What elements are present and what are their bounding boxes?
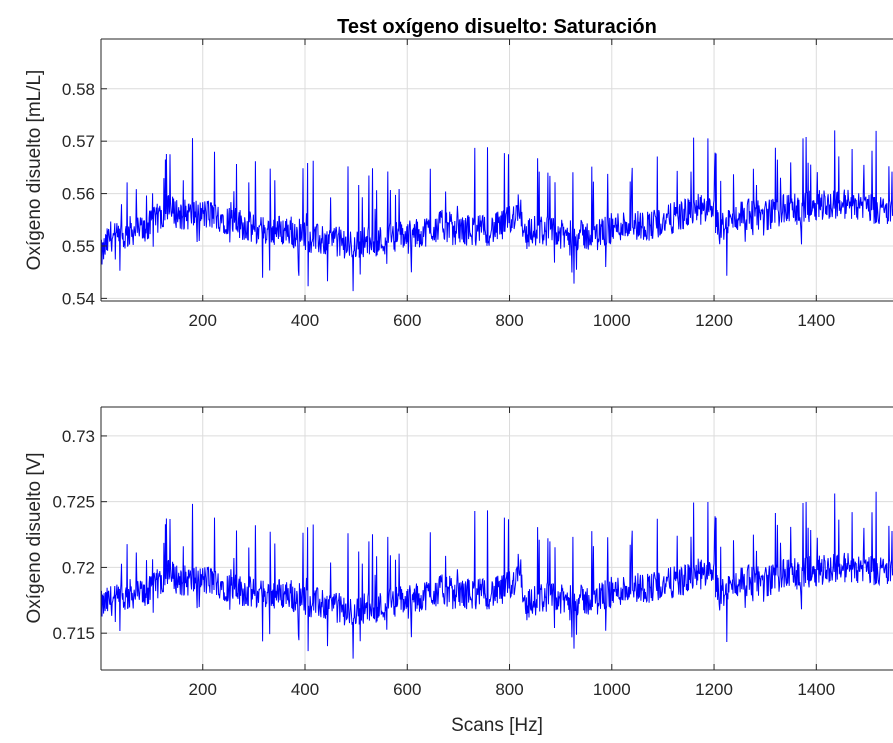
series-line xyxy=(101,130,893,292)
x-tick-label: 200 xyxy=(189,311,217,330)
x-tick-label: 400 xyxy=(291,680,319,699)
y-tick-label: 0.56 xyxy=(62,185,95,204)
x-tick-label: 600 xyxy=(393,680,421,699)
x-tick-label: 800 xyxy=(495,680,523,699)
figure-title: Test oxígeno disuelto: Saturación xyxy=(337,16,657,38)
y-tick-label: 0.57 xyxy=(62,132,95,151)
x-tick-label: 1400 xyxy=(797,680,835,699)
x-tick-label: 1000 xyxy=(593,680,631,699)
x-tick-label: 1000 xyxy=(593,311,631,330)
y-tick-label: 0.73 xyxy=(62,427,95,446)
axes-bottom-xlabel: Scans [Hz] xyxy=(451,715,543,736)
x-tick-label: 600 xyxy=(393,311,421,330)
axes-top-box xyxy=(101,39,893,301)
y-tick-label: 0.72 xyxy=(62,558,95,577)
y-tick-label: 0.54 xyxy=(62,289,95,308)
series-line xyxy=(101,491,893,659)
axes-bottom-ylabel: Oxígeno disuelto [V] xyxy=(24,452,45,623)
y-tick-label: 0.715 xyxy=(52,624,95,643)
axes-top: 200 400 600 800 1000 1200 1400 0.54 0.55 0.56 0.5… xyxy=(24,38,893,330)
y-tick-label: 0.58 xyxy=(62,80,95,99)
axes-bottom-box xyxy=(101,407,893,670)
axes-bottom: 200 400 600 800 1000 1200 1400 0.715 0.72 0.725 0… xyxy=(24,406,893,736)
x-tick-label: 1200 xyxy=(695,311,733,330)
x-tick-label: 800 xyxy=(495,311,523,330)
axes-top-ylabel: Oxígeno disuelto [mL/L] xyxy=(24,70,45,271)
x-tick-label: 400 xyxy=(291,311,319,330)
x-tick-label: 200 xyxy=(189,680,217,699)
x-tick-label: 1200 xyxy=(695,680,733,699)
y-tick-label: 0.55 xyxy=(62,237,95,256)
x-tick-label: 1400 xyxy=(797,311,835,330)
y-tick-label: 0.725 xyxy=(52,493,95,512)
